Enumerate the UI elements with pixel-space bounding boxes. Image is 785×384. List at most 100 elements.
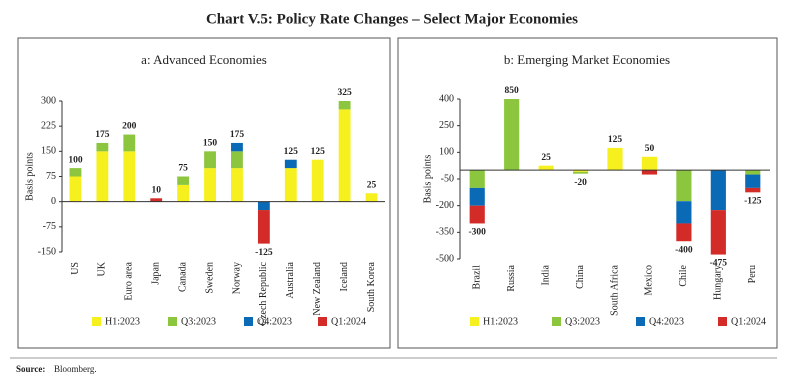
panel-title: b: Emerging Market Economies — [504, 52, 670, 67]
x-tick-label: Iceland — [339, 262, 350, 291]
x-tick-label: UK — [97, 261, 108, 276]
legend-label: Q1:2024 — [331, 316, 366, 327]
total-label: 100 — [68, 155, 83, 165]
chart-title: Chart V.5: Policy Rate Changes – Select … — [206, 11, 578, 27]
bar-segment — [177, 184, 190, 202]
bar-segment — [204, 151, 216, 169]
total-label: 125 — [608, 135, 623, 145]
bar-segment — [572, 170, 589, 172]
bar-segment — [257, 201, 270, 211]
y-tick-label: 0 — [51, 196, 56, 207]
bar-segment — [745, 174, 761, 188]
total-label: -125 — [744, 197, 762, 207]
bar-segment — [607, 147, 623, 171]
y-tick-label: 250 — [439, 120, 454, 131]
legend-label: H1:2023 — [483, 316, 518, 327]
bar-segment — [257, 210, 270, 244]
y-tick-label: 100 — [439, 147, 454, 158]
x-tick-label: Hungary — [713, 265, 724, 300]
bar-segment — [311, 159, 324, 202]
total-label: 10 — [151, 185, 161, 195]
bar-segment — [231, 168, 243, 202]
panel-title: a: Advanced Economies — [141, 52, 267, 67]
legend-label: Q4:2023 — [257, 316, 292, 327]
bar-segment — [284, 168, 297, 202]
y-axis-label: Basis points — [422, 155, 433, 204]
legend-swatch — [244, 317, 253, 326]
x-tick-label: Canada — [177, 261, 188, 292]
bar-segment — [338, 109, 351, 202]
total-label: 175 — [230, 130, 245, 140]
bar-segment — [641, 156, 658, 171]
y-tick-label: -75 — [43, 221, 56, 232]
legend-label: Q3:2023 — [181, 316, 216, 327]
total-label: 25 — [367, 180, 377, 190]
y-tick-label: -150 — [38, 246, 56, 257]
y-tick-label: 150 — [41, 146, 56, 157]
panel-frame — [17, 37, 391, 349]
bar-segment — [676, 170, 692, 202]
total-label: -400 — [675, 245, 693, 255]
bar-segment — [641, 170, 658, 175]
bar-segment — [469, 170, 485, 188]
x-tick-label: Russia — [506, 264, 517, 291]
total-label: -300 — [469, 228, 487, 238]
bar-segment — [710, 210, 726, 255]
x-tick-label: Mexico — [644, 265, 655, 296]
total-label: -475 — [710, 259, 728, 269]
legend-label: Q3:2023 — [565, 316, 600, 327]
bar-segment — [123, 134, 136, 152]
x-tick-label: Peru — [747, 265, 758, 283]
legend-swatch — [92, 317, 101, 326]
total-label: 325 — [338, 88, 353, 98]
legend-swatch — [552, 317, 561, 326]
bar-segment — [123, 151, 136, 202]
bar-segment — [284, 159, 297, 169]
total-label: 50 — [645, 144, 655, 154]
source: Bloomberg. — [54, 364, 97, 374]
y-tick-label: 400 — [439, 93, 454, 104]
bar-segment — [745, 170, 761, 175]
y-axis-label: Basis points — [24, 152, 35, 201]
y-tick-label: -200 — [436, 200, 454, 211]
x-tick-label: South Africa — [609, 264, 620, 315]
total-label: 175 — [95, 130, 110, 140]
x-tick-label: Japan — [151, 262, 162, 285]
bar-segment — [69, 168, 82, 177]
bar-segment — [96, 142, 109, 152]
x-tick-label: China — [575, 264, 586, 288]
y-tick-label: -50 — [441, 173, 454, 184]
x-tick-label: Norway — [231, 262, 242, 294]
bars — [69, 101, 378, 244]
total-label: 150 — [203, 139, 218, 149]
bar-segment — [231, 142, 243, 152]
panel-frame — [397, 37, 778, 349]
total-label: -125 — [255, 248, 273, 258]
y-tick-label: -350 — [436, 227, 454, 238]
y-tick-label: 225 — [41, 120, 56, 131]
bar-segment — [177, 176, 190, 185]
total-label: -20 — [574, 178, 587, 188]
bar-segment — [69, 176, 82, 202]
bar-segment — [150, 198, 163, 202]
bars — [469, 99, 761, 255]
total-label: 25 — [541, 153, 551, 163]
legend-swatch — [470, 317, 479, 326]
x-tick-label: US — [70, 262, 81, 275]
legend-swatch — [636, 317, 645, 326]
x-tick-label: New Zealand — [312, 262, 323, 316]
x-tick-label: Euro area — [124, 261, 135, 300]
legend-swatch — [718, 317, 727, 326]
bar-segment — [469, 187, 485, 206]
bar-segment — [676, 201, 692, 224]
legend-swatch — [168, 317, 177, 326]
y-tick-label: -500 — [436, 253, 454, 264]
bar-segment — [676, 223, 692, 242]
bar-segment — [745, 187, 761, 193]
total-label: 125 — [311, 147, 326, 157]
legend-label: H1:2023 — [105, 316, 140, 327]
x-tick-label: Czech Republic — [258, 261, 269, 325]
total-label: 200 — [122, 122, 137, 132]
x-tick-label: South Korea — [366, 261, 377, 312]
